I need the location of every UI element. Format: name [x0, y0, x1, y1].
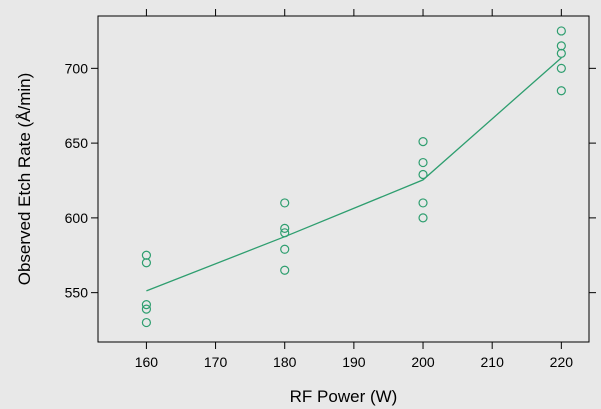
x-tick-label: 190: [342, 354, 366, 370]
data-point: [141, 300, 152, 310]
data-point: [280, 244, 290, 254]
axis-ticks: 160 170 180 190 200 210 220 550 600 650 700: [65, 9, 596, 370]
data-point: [418, 157, 428, 168]
data-point: [141, 258, 152, 268]
y-axis-title: Observed Etch Rate (Å/min): [15, 73, 34, 286]
data-point: [556, 26, 566, 36]
y-tick-label: 700: [65, 60, 89, 76]
x-tick-label: 180: [273, 354, 297, 370]
data-marks: [141, 26, 566, 328]
y-tick-label: 600: [65, 210, 89, 226]
data-point: [418, 137, 428, 147]
fit-line: [146, 57, 562, 292]
x-tick-label: 220: [550, 354, 574, 370]
x-axis-title: RF Power (W): [290, 387, 398, 406]
plot-area: [97, 15, 590, 343]
data-point: [280, 265, 290, 275]
data-point: [418, 198, 428, 208]
data-point: [556, 63, 566, 73]
data-point: [418, 213, 428, 223]
x-tick-label: 160: [135, 354, 159, 370]
data-point: [280, 198, 290, 208]
y-tick-label: 650: [65, 135, 89, 151]
x-tick-label: 210: [481, 354, 505, 370]
y-tick-label: 550: [65, 285, 89, 301]
data-point: [556, 86, 566, 96]
data-point: [556, 48, 566, 58]
data-point: [418, 169, 428, 180]
x-tick-label: 200: [411, 354, 435, 370]
data-point: [141, 304, 152, 314]
x-tick-label: 170: [204, 354, 228, 370]
data-point: [556, 41, 566, 51]
data-point: [141, 317, 152, 328]
data-point: [280, 223, 290, 233]
data-point: [141, 250, 152, 260]
